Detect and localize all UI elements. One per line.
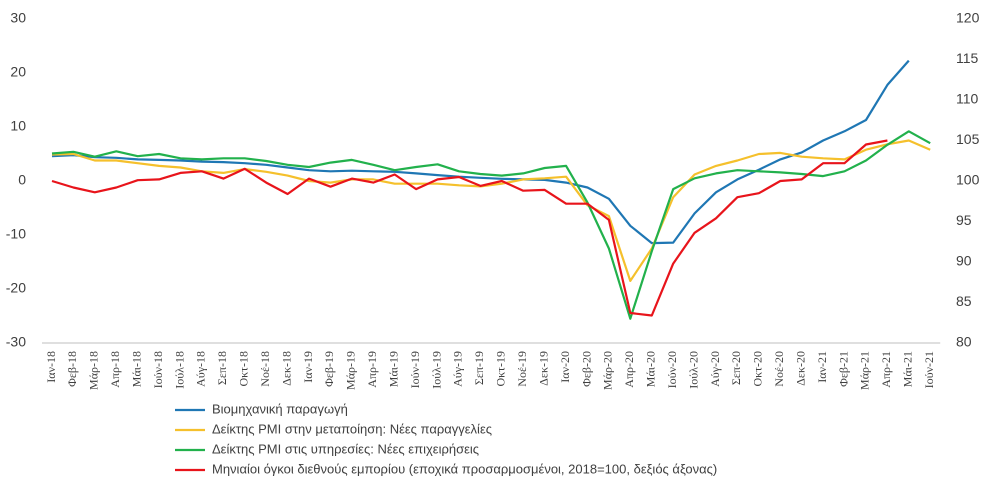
series-line [51, 130, 931, 320]
y-tick-label: -10 [6, 226, 26, 242]
x-tick-label: Ιούλ-20 [686, 351, 700, 389]
x-tick-label: Ιούλ-19 [429, 351, 443, 389]
x-tick-label: Σεπ-19 [472, 351, 486, 385]
x-tick-label: Μάι-20 [644, 351, 658, 387]
x-tick-label: Αύγ-19 [451, 351, 465, 387]
x-tick-label: Μάρ-19 [344, 351, 358, 390]
x-tick-label: Μάι-18 [129, 351, 143, 387]
x-tick-label: Ιαν-21 [815, 351, 829, 383]
x-tick-label: Ιούν-18 [151, 351, 165, 388]
y-tick-label: -20 [6, 280, 26, 296]
series-line [51, 139, 888, 317]
x-tick-label: Ιούν-21 [922, 351, 936, 388]
x-tick-label: Ιούλ-18 [172, 351, 186, 389]
y2-tick-label: 80 [956, 334, 972, 350]
y2-tick-label: 100 [956, 172, 980, 188]
y-tick-label: 20 [10, 64, 26, 80]
y2-tick-label: 120 [956, 10, 980, 26]
y-tick-label: -30 [6, 334, 26, 350]
x-tick-label: Μάι-21 [901, 351, 915, 387]
y2-tick-label: 115 [956, 50, 979, 66]
y2-tick-label: 110 [956, 91, 979, 107]
x-tick-label: Αύγ-20 [708, 351, 722, 387]
legend-label: Βιομηχανική παραγωγή [212, 401, 348, 416]
x-tick-label: Φεβ-21 [836, 351, 850, 387]
x-tick-label: Νοέ-20 [772, 351, 786, 387]
x-tick-label: Σεπ-20 [729, 351, 743, 385]
x-tick-label: Σεπ-18 [215, 351, 229, 385]
x-tick-label: Δεκ-20 [793, 351, 807, 386]
x-tick-label: Δεκ-19 [536, 351, 550, 386]
y-tick-label: 30 [10, 10, 26, 26]
y-tick-label: 10 [10, 118, 26, 134]
x-tick-label: Απρ-19 [365, 351, 379, 388]
y2-tick-label: 85 [956, 293, 972, 309]
x-tick-label: Νοέ-18 [258, 351, 272, 387]
series-line [51, 59, 910, 245]
legend-label: Δείκτης PMI στις υπηρεσίες: Νέες επιχειρ… [212, 441, 479, 456]
x-tick-label: Ιαν-19 [301, 351, 315, 383]
legend-label: Μηνιαίοι όγκοι διεθνούς εμπορίου (εποχικ… [212, 461, 717, 476]
x-tick-label: Απρ-20 [622, 351, 636, 388]
x-tick-label: Ιούν-20 [665, 351, 679, 388]
x-tick-label: Απρ-18 [108, 351, 122, 388]
x-tick-label: Αύγ-18 [194, 351, 208, 387]
x-tick-label: Φεβ-20 [579, 351, 593, 387]
x-tick-label: Φεβ-18 [65, 351, 79, 387]
x-tick-label: Ιαν-20 [558, 351, 572, 383]
x-tick-label: Απρ-21 [879, 351, 893, 388]
x-tick-label: Μάι-19 [386, 351, 400, 387]
y-tick-label: 0 [18, 172, 26, 188]
x-tick-label: Ιαν-18 [44, 351, 58, 383]
legend-label: Δείκτης PMI στην μεταποίηση: Νέες παραγγ… [212, 421, 492, 436]
x-tick-label: Οκτ-20 [751, 351, 765, 387]
x-tick-label: Μάρ-18 [87, 351, 101, 390]
x-tick-label: Οκτ-18 [237, 351, 251, 387]
x-tick-label: Νοέ-19 [515, 351, 529, 387]
x-tick-label: Μάρ-20 [601, 351, 615, 390]
x-tick-label: Δεκ-18 [279, 351, 293, 386]
x-tick-label: Φεβ-19 [322, 351, 336, 387]
y2-tick-label: 90 [956, 253, 972, 269]
y2-tick-label: 105 [956, 131, 980, 147]
x-tick-label: Μάρ-21 [858, 351, 872, 390]
x-tick-label: Ιούν-19 [408, 351, 422, 388]
y2-tick-label: 95 [956, 212, 972, 228]
x-tick-label: Οκτ-19 [494, 351, 508, 387]
